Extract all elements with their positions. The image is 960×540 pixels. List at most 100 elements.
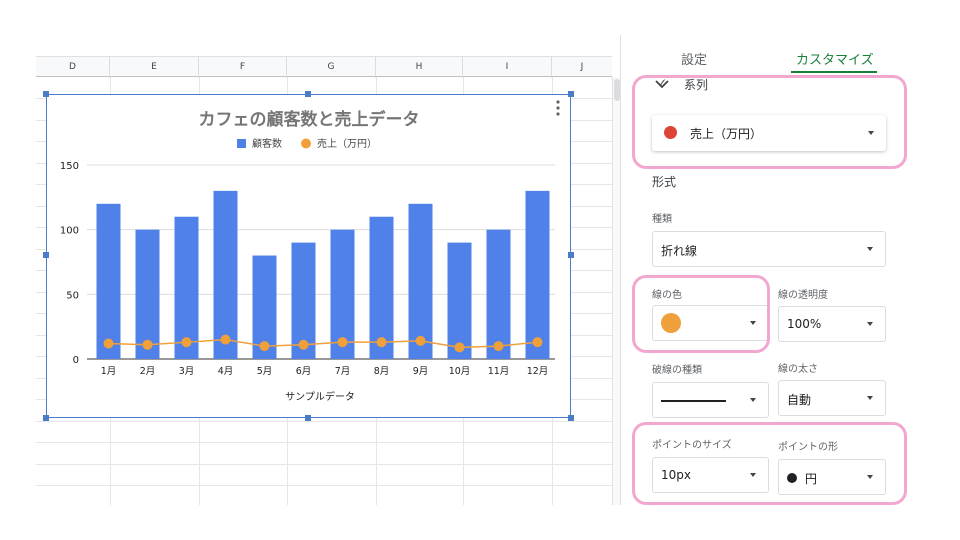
- x-tick-label: 10月: [449, 366, 471, 377]
- column-header-row: D E F G H I J: [36, 56, 612, 78]
- solid-line-icon: [661, 400, 726, 402]
- thickness-select-value: 自動: [787, 393, 812, 407]
- series-color-dot: [664, 126, 677, 139]
- sales-point: [220, 334, 231, 345]
- line-color-label: 線の色: [652, 290, 682, 301]
- y-tick-label: 150: [60, 161, 79, 172]
- sales-point: [142, 339, 153, 350]
- legend-label-sales: 売上（万円）: [317, 137, 377, 150]
- column-header-g[interactable]: G: [287, 57, 376, 78]
- bar-customers: [135, 229, 160, 359]
- dropdown-arrow-icon: [867, 247, 873, 251]
- row-line: [36, 420, 612, 422]
- sales-point: [337, 337, 348, 348]
- column-header-f[interactable]: F: [199, 57, 287, 78]
- highlight-line-color: [632, 275, 770, 353]
- column-header-j[interactable]: J: [580, 62, 584, 72]
- x-tick-label: 3月: [179, 366, 195, 377]
- bar-customers: [369, 216, 394, 359]
- tab-setup[interactable]: 設定: [681, 53, 708, 68]
- bar-customers: [447, 242, 472, 359]
- legend-swatch-customers: [237, 139, 246, 148]
- legend-label-customers: 顧客数: [252, 137, 282, 150]
- scrollbar-thumb[interactable]: [614, 79, 620, 101]
- column-header-e[interactable]: E: [110, 57, 199, 78]
- column-header-i[interactable]: I: [463, 57, 552, 78]
- point-shape-label: ポイントの形: [778, 442, 838, 453]
- sales-point: [493, 341, 504, 352]
- row-line: [36, 463, 612, 465]
- type-select[interactable]: 折れ線: [652, 231, 886, 267]
- point-shape-select[interactable]: 円: [778, 459, 886, 495]
- chevron-down-icon[interactable]: [655, 79, 669, 89]
- resize-handle[interactable]: [568, 415, 574, 421]
- opacity-select-value: 100%: [787, 317, 822, 331]
- x-tick-label: 12月: [527, 366, 549, 377]
- dropdown-arrow-icon: [867, 396, 873, 400]
- bar-customers: [96, 203, 121, 359]
- resize-handle[interactable]: [43, 415, 49, 421]
- resize-handle[interactable]: [305, 415, 311, 421]
- format-heading: 形式: [652, 175, 677, 189]
- chart-title: カフェの顧客数と売上データ: [199, 109, 420, 130]
- thickness-label: 線の太さ: [778, 364, 818, 375]
- bar-customers: [525, 190, 550, 359]
- resize-handle[interactable]: [43, 91, 49, 97]
- vertical-scrollbar[interactable]: [612, 77, 620, 505]
- y-tick-label: 0: [73, 355, 79, 366]
- resize-handle[interactable]: [568, 252, 574, 258]
- dropdown-arrow-icon: [750, 398, 756, 402]
- point-shape-select-value: 円: [805, 472, 818, 486]
- bar-customers: [408, 203, 433, 359]
- point-size-select[interactable]: 10px: [652, 457, 769, 493]
- bar-customers: [486, 229, 511, 359]
- dropdown-arrow-icon: [750, 321, 756, 325]
- x-tick-label: 4月: [218, 366, 234, 377]
- thickness-select[interactable]: 自動: [778, 380, 886, 416]
- sales-point: [376, 337, 387, 348]
- point-size-select-value: 10px: [661, 468, 691, 482]
- sales-point: [454, 342, 465, 353]
- active-tab-indicator: [791, 71, 877, 73]
- x-tick-label: 9月: [413, 366, 429, 377]
- dropdown-arrow-icon: [868, 131, 874, 135]
- dropdown-arrow-icon: [867, 475, 873, 479]
- chart[interactable]: カフェの顧客数と売上データ 顧客数 売上（万円） 0 50 100 150 1月 2月 3月…: [43, 91, 574, 421]
- x-tick-label: 8月: [374, 366, 390, 377]
- y-tick-label: 100: [60, 226, 79, 237]
- row-line: [36, 485, 612, 486]
- resize-handle[interactable]: [568, 91, 574, 97]
- resize-handle[interactable]: [305, 91, 311, 97]
- highlight-point-settings: [632, 422, 907, 505]
- row-line: [36, 442, 612, 443]
- x-tick-label: 7月: [335, 366, 351, 377]
- point-size-label: ポイントのサイズ: [652, 440, 732, 451]
- chevron-down-icon: ✓: [657, 76, 668, 90]
- series-select[interactable]: 売上（万円）: [652, 115, 886, 151]
- sales-point: [298, 339, 309, 350]
- line-color-swatch: [661, 313, 681, 333]
- tab-customize[interactable]: カスタマイズ: [796, 53, 874, 68]
- chart-svg: カフェの顧客数と売上データ 顧客数 売上（万円） 0 50 100 150 1月 2月 3月…: [60, 100, 560, 403]
- sales-line: [108, 338, 538, 349]
- series-section-title: 系列: [684, 78, 709, 92]
- chart-menu-icon[interactable]: [556, 100, 560, 116]
- sales-point: [181, 337, 192, 348]
- series-select-value: 売上（万円）: [690, 127, 763, 141]
- opacity-select[interactable]: 100%: [778, 306, 886, 342]
- bar-customers: [174, 216, 199, 359]
- dash-type-select[interactable]: [652, 382, 769, 418]
- dropdown-arrow-icon: [750, 473, 756, 477]
- chart-editor-panel: 設定 カスタマイズ ✓ 系列 売上（万円） 形式 種類 折れ線 線の色 線の透明…: [620, 35, 907, 505]
- column-header-d[interactable]: D: [36, 57, 110, 78]
- sales-point: [532, 337, 543, 348]
- legend-swatch-sales: [301, 138, 311, 149]
- sales-point: [415, 335, 426, 346]
- x-tick-label: 5月: [257, 366, 273, 377]
- resize-handle[interactable]: [43, 252, 49, 258]
- column-header-h[interactable]: H: [376, 57, 463, 78]
- y-tick-label: 50: [66, 290, 79, 301]
- sales-point: [103, 338, 114, 349]
- x-tick-label: 11月: [488, 366, 510, 377]
- line-color-select[interactable]: [652, 305, 769, 341]
